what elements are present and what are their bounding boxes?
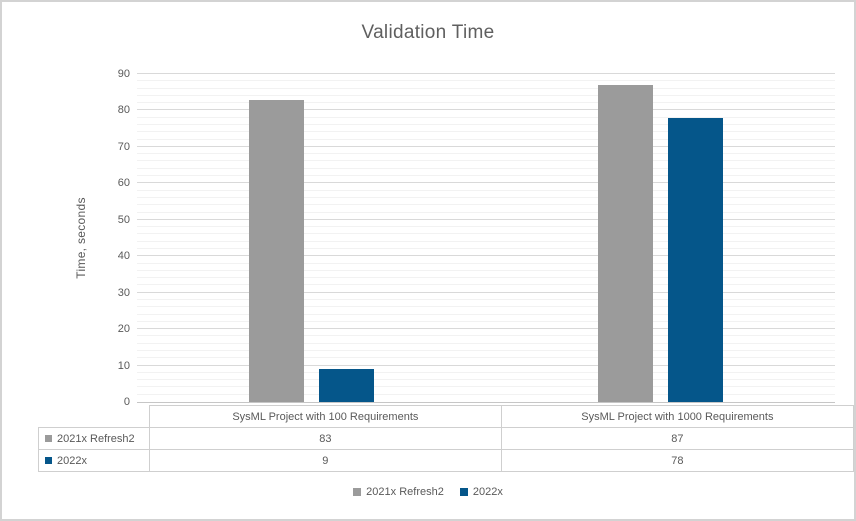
- major-gridline: [137, 73, 835, 74]
- minor-gridline: [137, 160, 835, 162]
- y-tick-label: 0: [123, 396, 130, 408]
- minor-gridline: [137, 131, 835, 133]
- minor-gridline: [137, 226, 835, 228]
- plot-area: [137, 73, 835, 403]
- series-key-swatch: [45, 456, 52, 464]
- minor-gridline: [137, 153, 835, 155]
- major-gridline: [137, 328, 835, 330]
- minor-gridline: [137, 357, 835, 359]
- bar-group: [137, 74, 486, 402]
- table-row: 2022x 9 78: [38, 449, 854, 472]
- bar-2021x-refresh2: [598, 84, 653, 402]
- minor-gridline: [137, 116, 835, 118]
- value-cell: 9: [148, 449, 502, 472]
- y-axis-title: Time, seconds: [74, 197, 88, 279]
- legend-swatch: [353, 488, 362, 496]
- minor-gridline: [137, 204, 835, 206]
- minor-gridline: [137, 167, 835, 169]
- chart-title: Validation Time: [361, 22, 495, 43]
- minor-gridline: [137, 342, 835, 344]
- bar-2021x-refresh2: [249, 99, 304, 402]
- y-tick-label: 30: [117, 286, 130, 299]
- minor-gridline: [137, 277, 835, 279]
- minor-gridline: [137, 80, 835, 82]
- minor-gridline: [137, 371, 835, 373]
- gridlines-layer: [137, 73, 835, 402]
- minor-gridline: [137, 102, 835, 104]
- minor-gridline: [137, 233, 835, 235]
- series-key-swatch: [45, 434, 52, 442]
- series-label-cell: 2022x: [38, 449, 150, 472]
- y-tick-label: 90: [117, 68, 130, 80]
- minor-gridline: [137, 138, 835, 140]
- minor-gridline: [137, 313, 835, 315]
- table-header-row: SysML Project with 100 Requirements SysML…: [39, 405, 854, 428]
- legend-item: 2022x: [459, 486, 503, 498]
- legend-label: 2022x: [472, 486, 503, 498]
- category-header-cell: SysML Project with 1000 Requirements: [500, 405, 854, 428]
- minor-gridline: [137, 175, 835, 177]
- legend: 2021x Refresh2 2022x: [2, 486, 854, 498]
- category-header-cell: SysML Project with 100 Requirements: [148, 405, 502, 428]
- minor-gridline: [137, 240, 835, 242]
- value-cell: 78: [500, 449, 854, 472]
- y-tick-label: 20: [117, 323, 130, 336]
- y-tick-label: 80: [117, 104, 130, 117]
- minor-gridline: [137, 386, 835, 388]
- data-table: SysML Project with 100 Requirements SysML…: [38, 405, 854, 472]
- minor-gridline: [137, 379, 835, 381]
- major-gridline: [137, 145, 835, 147]
- minor-gridline: [137, 247, 835, 249]
- minor-gridline: [137, 87, 835, 89]
- major-gridline: [137, 218, 835, 220]
- major-gridline: [137, 364, 835, 366]
- major-gridline: [137, 255, 835, 257]
- series-label-cell: 2021x Refresh2: [38, 427, 150, 450]
- major-gridline: [137, 182, 835, 184]
- minor-gridline: [137, 124, 835, 126]
- minor-gridline: [137, 94, 835, 96]
- table-row: 2021x Refresh2 83 87: [38, 427, 854, 450]
- y-tick-label: 40: [117, 250, 130, 263]
- minor-gridline: [137, 269, 835, 271]
- minor-gridline: [137, 393, 835, 395]
- legend-label: 2021x Refresh2: [366, 486, 444, 498]
- y-tick-label: 10: [117, 359, 130, 372]
- major-gridline: [137, 291, 835, 293]
- bar-2022x: [668, 117, 723, 402]
- y-tick-label: 60: [117, 177, 130, 190]
- bars-layer: [137, 74, 835, 402]
- y-axis-ticks: 0 10 20 30 40 50 60 70 80 90: [90, 68, 130, 408]
- minor-gridline: [137, 335, 835, 337]
- legend-swatch: [459, 488, 468, 496]
- data-table-body: SysML Project with 100 Requirements SysML…: [38, 405, 854, 472]
- bar-2022x: [319, 369, 374, 402]
- minor-gridline: [137, 284, 835, 286]
- minor-gridline: [137, 196, 835, 198]
- minor-gridline: [137, 262, 835, 264]
- major-gridline: [137, 109, 835, 111]
- minor-gridline: [137, 298, 835, 300]
- minor-gridline: [137, 306, 835, 308]
- table-corner-cell: [39, 406, 150, 428]
- minor-gridline: [137, 189, 835, 191]
- bar-group: [486, 74, 835, 402]
- minor-gridline: [137, 349, 835, 351]
- y-tick-label: 70: [117, 140, 130, 153]
- minor-gridline: [137, 320, 835, 322]
- y-tick-label: 50: [117, 213, 130, 226]
- value-cell: 83: [148, 427, 502, 450]
- value-cell: 87: [500, 427, 854, 450]
- minor-gridline: [137, 211, 835, 213]
- legend-item: 2021x Refresh2: [353, 486, 444, 498]
